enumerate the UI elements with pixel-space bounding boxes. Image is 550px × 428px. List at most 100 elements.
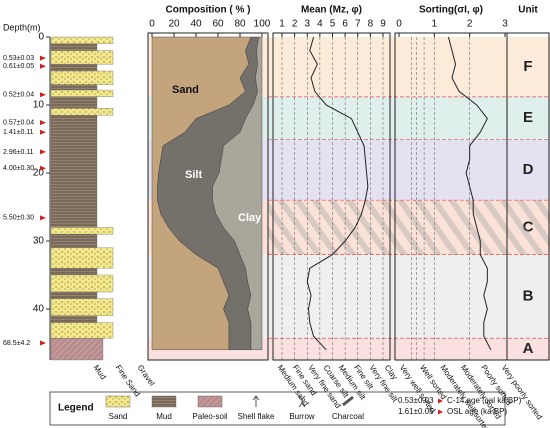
x-tick-label: 9 [380, 19, 386, 30]
lithology-layer [50, 108, 114, 116]
age-marker [40, 55, 46, 61]
depth-tick-label: 40 [33, 304, 45, 315]
age-label: 0.52±0.04 [3, 92, 34, 99]
legend-swatch [105, 395, 131, 408]
legend-age-name: OSL age (ka BP) [447, 407, 508, 416]
profile-line [447, 36, 492, 351]
x-tick-label: 4 [317, 19, 323, 30]
x-tick-label: 40 [190, 19, 202, 30]
lithology-layer [50, 247, 114, 269]
x-tick-label: 6 [342, 19, 348, 30]
unit-label: E [523, 109, 533, 126]
hatch [268, 200, 550, 255]
x-tick-label: 5 [330, 19, 336, 30]
x-tick-label: 2 [467, 19, 473, 30]
age-marker [40, 129, 46, 135]
x-tick-label: 1 [432, 19, 438, 30]
panel-frame [272, 32, 391, 361]
lithology-layer [50, 43, 98, 51]
age-label: 4.00±0.30 [3, 165, 34, 172]
panel-title: Mean (Mz, φ) [301, 5, 362, 16]
depth-tick-label: 30 [33, 236, 45, 247]
panel-title: Sorting(σI, φ) [419, 5, 483, 16]
x-tick-label: 100 [254, 19, 271, 30]
x-tick-label: 0 [149, 19, 155, 30]
panel-title: Composition ( % ) [166, 5, 251, 16]
lithology-layer [50, 36, 114, 44]
age-marker [40, 215, 46, 221]
x-tick-label: 8 [368, 19, 374, 30]
legend-age-example: 0.53±0.03 [398, 396, 434, 405]
age-marker [40, 165, 46, 171]
series-label: Silt [185, 169, 202, 181]
x-tick-label: 1 [279, 19, 285, 30]
legend-icon [298, 395, 306, 408]
x-tick-label: 3 [304, 19, 310, 30]
age-marker [40, 340, 46, 346]
lithology-layer [50, 89, 114, 97]
legend-label: Sand [109, 412, 128, 421]
unit-label: B [523, 287, 534, 304]
lithology-layer [50, 50, 114, 65]
age-label: 0.57±0.04 [3, 120, 34, 127]
unit-header: Unit [518, 5, 538, 16]
depth-axis-label: Depth(m) [3, 22, 41, 32]
legend-age-example: 1.61±0.05 [398, 407, 434, 416]
depth-tick-label: 20 [33, 168, 45, 179]
legend-age-name: C-14 age (cal ka BP) [447, 396, 522, 405]
lithology-layer [50, 274, 114, 293]
lithology-layer [50, 96, 98, 109]
unit-frame [506, 32, 550, 361]
lithology-layer [50, 227, 114, 235]
age-label: 0.53±0.03 [3, 55, 34, 62]
composition-area [212, 36, 263, 350]
legend-swatch [197, 395, 223, 408]
legend-label: Mud [156, 412, 172, 421]
lithology-layer [50, 64, 98, 72]
legend-label: Paleo-soil [192, 412, 227, 421]
panel-frame [147, 32, 269, 361]
legend-icon [342, 395, 354, 407]
age-label: 68.5±4.2 [3, 340, 30, 347]
x-tick-label: 2 [292, 19, 298, 30]
unit-label: A [523, 340, 534, 357]
lithology-layer [50, 84, 98, 91]
age-marker [40, 120, 46, 126]
lithology-layer [50, 291, 98, 299]
legend-label: Burrow [289, 412, 315, 421]
series-label: Clay [238, 212, 262, 224]
lithology-layer [50, 268, 98, 276]
x-tick-label: 60 [212, 19, 224, 30]
lithology-layer [50, 115, 98, 228]
age-marker [40, 92, 46, 98]
profile-line [306, 36, 369, 351]
age-label: 0.61±0.05 [3, 63, 34, 70]
lithology-layer [50, 234, 98, 248]
legend-icon [252, 395, 260, 407]
x-tick-label: 3 [502, 19, 508, 30]
age-label: 5.50±0.30 [3, 215, 34, 222]
legend-age-marker [438, 409, 443, 415]
legend-age-marker [438, 398, 443, 404]
lithology-layer [50, 315, 98, 323]
age-marker [40, 149, 46, 155]
lithology-layer [50, 322, 114, 339]
x-tick-label: 0 [396, 19, 402, 30]
lithology-layer [50, 338, 104, 361]
age-label: 2.96±0.11 [3, 149, 34, 156]
unit-label: D [523, 161, 534, 178]
legend-swatch [151, 395, 177, 408]
x-tick-label: 7 [355, 19, 361, 30]
grain-scale-label: Gravel [136, 363, 157, 388]
depth-tick-label: 10 [33, 100, 45, 111]
lithology-layer [50, 298, 114, 316]
grain-scale-label: Mud [92, 363, 108, 381]
legend-label: Charcoal [332, 412, 364, 421]
age-label: 1.41±0.11 [3, 129, 34, 136]
unit-label: F [523, 58, 532, 75]
legend-title: Legend [58, 403, 94, 414]
series-label: Sand [172, 84, 199, 96]
legend-label: Shell flake [238, 412, 275, 421]
lithology-layer [50, 70, 114, 85]
